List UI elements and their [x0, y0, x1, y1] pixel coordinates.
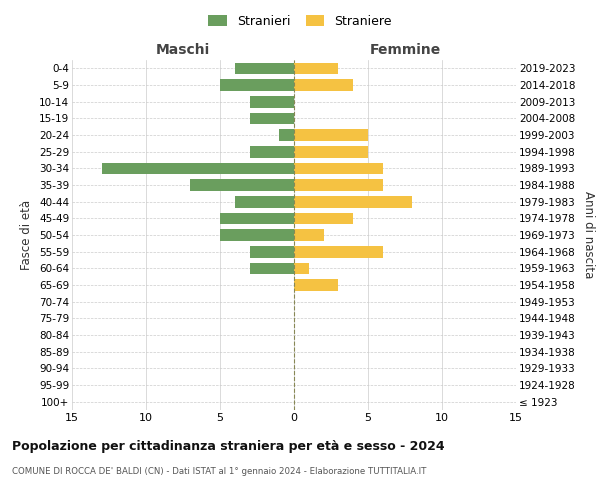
Bar — [294, 262, 309, 274]
Bar — [101, 162, 294, 174]
Bar — [220, 212, 294, 224]
Bar — [294, 229, 323, 241]
Bar — [294, 146, 368, 158]
Bar — [250, 112, 294, 124]
Bar — [294, 179, 383, 191]
Bar — [294, 196, 412, 207]
Bar — [190, 179, 294, 191]
Text: Femmine: Femmine — [370, 42, 440, 56]
Bar — [220, 229, 294, 241]
Bar — [250, 246, 294, 258]
Bar — [294, 212, 353, 224]
Legend: Stranieri, Straniere: Stranieri, Straniere — [205, 11, 395, 32]
Bar — [294, 79, 353, 91]
Bar — [294, 162, 383, 174]
Text: Popolazione per cittadinanza straniera per età e sesso - 2024: Popolazione per cittadinanza straniera p… — [12, 440, 445, 453]
Bar — [294, 279, 338, 291]
Bar — [294, 129, 368, 141]
Text: Maschi: Maschi — [156, 42, 210, 56]
Bar — [220, 79, 294, 91]
Bar — [294, 62, 338, 74]
Y-axis label: Anni di nascita: Anni di nascita — [582, 192, 595, 278]
Bar — [250, 262, 294, 274]
Bar — [279, 129, 294, 141]
Bar — [250, 146, 294, 158]
Text: COMUNE DI ROCCA DE' BALDI (CN) - Dati ISTAT al 1° gennaio 2024 - Elaborazione TU: COMUNE DI ROCCA DE' BALDI (CN) - Dati IS… — [12, 468, 427, 476]
Bar — [235, 196, 294, 207]
Y-axis label: Fasce di età: Fasce di età — [20, 200, 34, 270]
Bar — [294, 246, 383, 258]
Bar — [235, 62, 294, 74]
Bar — [250, 96, 294, 108]
